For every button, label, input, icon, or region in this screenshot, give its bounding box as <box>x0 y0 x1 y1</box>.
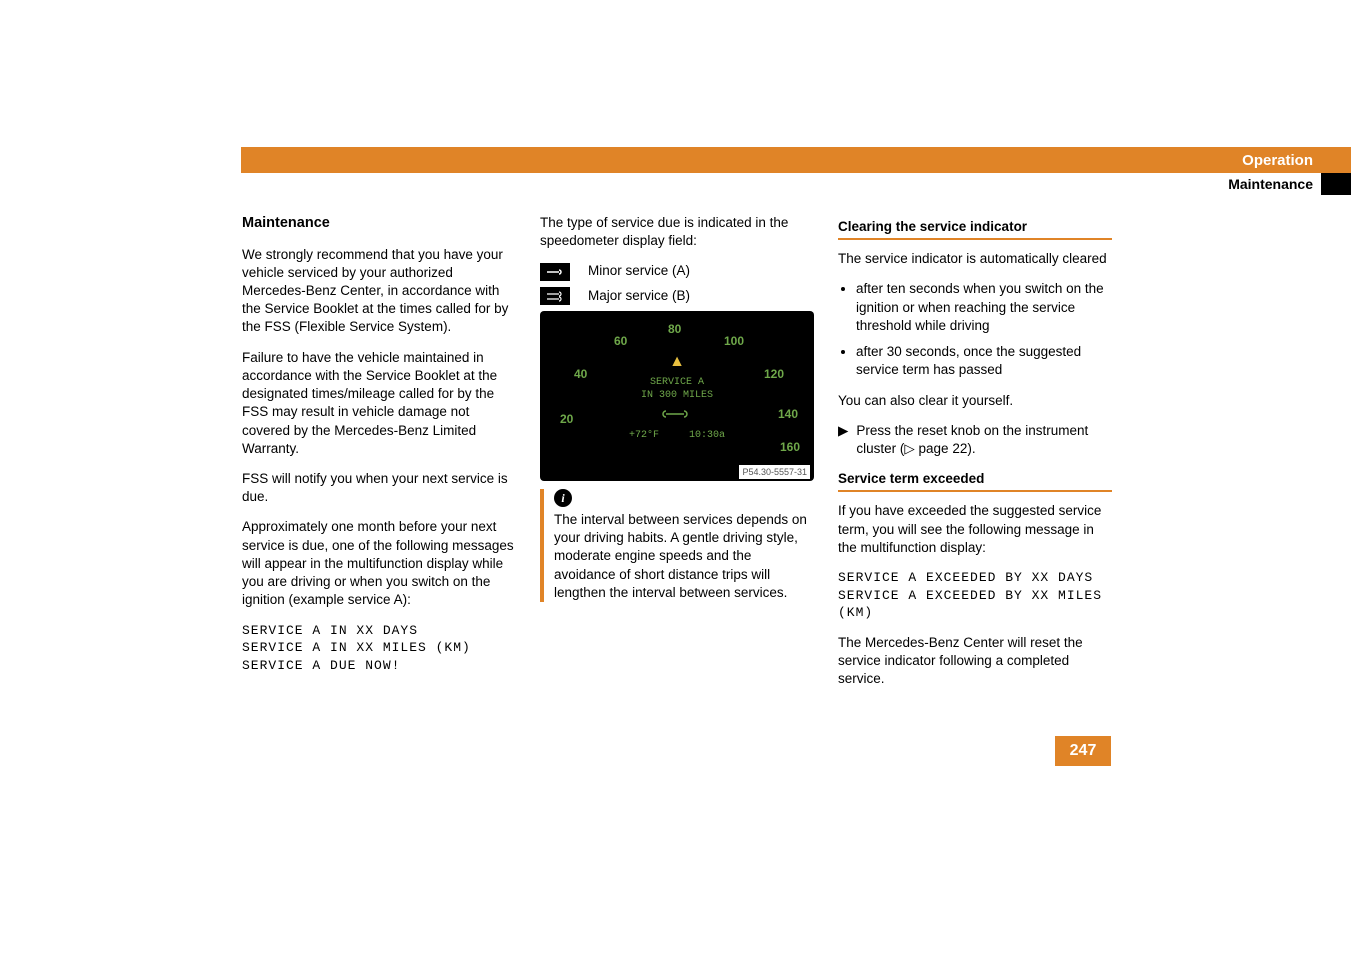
paragraph: We strongly recommend that you have your… <box>242 246 516 337</box>
bullet-list: after ten seconds when you switch on the… <box>838 280 1112 379</box>
action-step: ▶ Press the reset knob on the instrument… <box>838 422 1112 458</box>
service-type-row: Major service (B) <box>540 287 814 305</box>
gauge-tick: 160 <box>780 439 800 455</box>
page-number: 247 <box>1055 736 1111 766</box>
paragraph: FSS will notify you when your next servi… <box>242 470 516 506</box>
header-section-text: Maintenance <box>1228 176 1321 192</box>
gauge-tick: 100 <box>724 333 744 349</box>
paragraph: Approximately one month before your next… <box>242 518 516 609</box>
subsection-heading: Clearing the service indicator <box>838 218 1112 240</box>
gauge-time: 10:30a <box>689 429 725 442</box>
paragraph: Failure to have the vehicle maintained i… <box>242 349 516 458</box>
display-message: SERVICE A IN XX MILES (KM) <box>242 639 516 657</box>
wrench-double-icon <box>540 287 570 305</box>
gauge-display-text: SERVICE A IN 300 MILES +72°F 10:30a <box>629 376 725 442</box>
column-1: Maintenance We strongly recommend that y… <box>242 214 516 700</box>
info-note-block: i The interval between services depends … <box>540 489 814 602</box>
list-item: after 30 seconds, once the suggested ser… <box>856 343 1112 379</box>
paragraph: The type of service due is indicated in … <box>540 214 814 250</box>
section-title: Maintenance <box>242 214 516 234</box>
gauge-tick: 140 <box>778 406 798 422</box>
wrench-single-icon <box>540 263 570 281</box>
gauge-tick: 80 <box>668 321 681 337</box>
list-item: after ten seconds when you switch on the… <box>856 280 1112 335</box>
action-text: Press the reset knob on the instrument c… <box>856 422 1112 458</box>
paragraph: The service indicator is automatically c… <box>838 250 1112 268</box>
gauge-line: SERVICE A <box>629 376 725 389</box>
content-columns: Maintenance We strongly recommend that y… <box>242 214 1112 700</box>
wrench-icon <box>629 408 725 425</box>
subsection-heading: Service term exceeded <box>838 470 1112 492</box>
page-number-text: 247 <box>1070 742 1097 760</box>
info-text: The interval between services depends on… <box>554 511 814 602</box>
paragraph: If you have exceeded the suggested servi… <box>838 502 1112 557</box>
column-3: Clearing the service indicator The servi… <box>838 214 1112 700</box>
display-message: SERVICE A EXCEEDED BY XX DAYS <box>838 569 1112 587</box>
display-message: SERVICE A IN XX DAYS <box>242 622 516 640</box>
service-type-label: Major service (B) <box>588 287 690 305</box>
illustration-code: P54.30-5557-31 <box>739 465 810 479</box>
service-type-label: Minor service (A) <box>588 262 690 280</box>
speedometer-illustration: 20 40 60 80 100 120 140 160 ▲ SERVICE A … <box>540 311 814 481</box>
page-header: Operation Maintenance <box>241 147 1351 195</box>
warning-triangle-icon: ▲ <box>669 351 685 373</box>
gauge-tick: 40 <box>574 366 587 382</box>
action-arrow-icon: ▶ <box>838 422 848 458</box>
paragraph: You can also clear it yourself. <box>838 392 1112 410</box>
service-type-row: Minor service (A) <box>540 262 814 280</box>
header-section-bar: Maintenance <box>241 173 1351 195</box>
info-icon: i <box>554 489 572 507</box>
display-message: SERVICE A EXCEEDED BY XX MILES (KM) <box>838 587 1112 622</box>
header-chapter-bar: Operation <box>241 147 1351 173</box>
header-chapter-text: Operation <box>1242 152 1313 169</box>
gauge-line: IN 300 MILES <box>629 389 725 402</box>
paragraph: The Mercedes-Benz Center will reset the … <box>838 634 1112 689</box>
gauge-tick: 20 <box>560 411 573 427</box>
column-2: The type of service due is indicated in … <box>540 214 814 700</box>
header-tab-marker <box>1321 173 1351 195</box>
gauge-temp: +72°F <box>629 429 659 442</box>
display-message: SERVICE A DUE NOW! <box>242 657 516 675</box>
gauge-tick: 120 <box>764 366 784 382</box>
gauge-tick: 60 <box>614 333 627 349</box>
